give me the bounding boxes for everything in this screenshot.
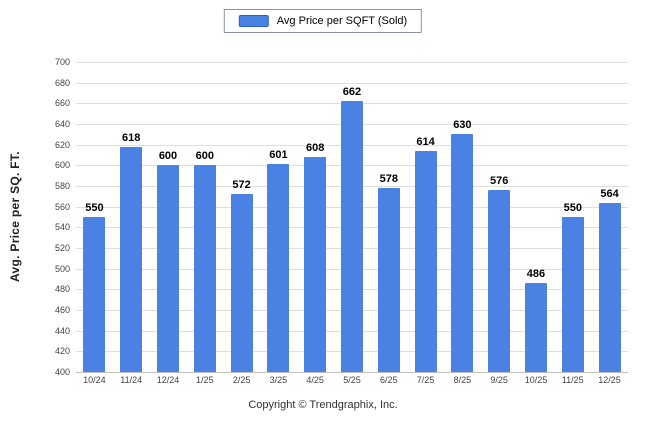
bar-value-label: 564 [600, 187, 619, 200]
bar-value-label: 550 [563, 202, 582, 214]
bar-slot: 662 [334, 62, 371, 372]
bar [267, 164, 290, 372]
x-tick-label: 9/25 [490, 375, 508, 385]
bar-slot: 550 [76, 62, 113, 372]
bar [304, 157, 327, 372]
bar-value-label: 550 [85, 202, 104, 214]
bar-value-label: 600 [158, 150, 178, 163]
gridline [76, 372, 628, 373]
bar-slot: 601 [260, 62, 297, 372]
bar [488, 190, 511, 372]
x-tick-label: 10/25 [524, 375, 548, 385]
y-tick-label: 500 [54, 263, 70, 274]
bar-value-label: 486 [526, 268, 546, 281]
bar-value-label: 630 [453, 119, 472, 132]
bar-slot: 630 [444, 62, 481, 372]
gridline [76, 62, 628, 63]
gridline [76, 82, 628, 84]
y-tick-label: 560 [54, 201, 70, 212]
x-tick-label: 12/25 [598, 375, 621, 385]
x-tick-label: 8/25 [453, 375, 472, 385]
bar [414, 150, 437, 372]
legend-label: Avg Price per SQFT (Sold) [276, 15, 408, 27]
bar-value-label: 576 [489, 175, 509, 188]
bar-value-label: 662 [342, 86, 362, 99]
bar-slot: 578 [370, 62, 407, 372]
y-tick-label: 540 [54, 222, 70, 233]
y-tick-label: 580 [54, 181, 70, 191]
bar-slot: 618 [113, 62, 150, 372]
bar [598, 202, 621, 372]
y-tick-label: 600 [54, 160, 70, 171]
y-tick-label: 460 [54, 305, 70, 315]
bar [156, 165, 179, 372]
x-tick-label: 11/25 [561, 375, 584, 385]
bar-value-label: 614 [416, 135, 435, 148]
bar-slot: 572 [223, 62, 260, 372]
bar [120, 146, 143, 372]
bar [340, 101, 363, 372]
y-tick-label: 620 [54, 139, 70, 150]
bar-value-label: 601 [269, 149, 288, 162]
legend-swatch-icon [238, 15, 269, 27]
bar-slot: 486 [518, 62, 555, 372]
y-axis-ticks: 700 680 660 640 620 600 580 560 540 520 500 480 460 4… [0, 57, 70, 377]
y-tick-label: 440 [54, 325, 70, 336]
y-tick-label: 680 [54, 77, 70, 88]
bar [561, 217, 584, 372]
bar [193, 165, 216, 372]
bar-slot: 550 [554, 62, 591, 372]
x-tick-label: 7/25 [416, 375, 435, 385]
x-axis-labels: 10/24 11/24 12/24 1/25 2/25 3/25 4/25 5/25 6/25 7… [76, 375, 628, 389]
bar-slot: 600 [186, 62, 223, 372]
x-tick-label: 4/25 [306, 375, 324, 385]
bar-value-label: 578 [379, 173, 398, 186]
y-tick-label: 420 [54, 346, 70, 357]
bar [377, 188, 400, 372]
x-tick-label: 5/25 [343, 375, 361, 385]
y-tick-label: 640 [54, 119, 70, 129]
plot-area: 550 618 600 600 572 601 608 662 578 614 630 576 486 5… [76, 62, 628, 373]
bar-value-label: 608 [306, 142, 325, 155]
x-tick-label: 2/25 [232, 375, 251, 385]
x-tick-label: 12/24 [156, 375, 180, 385]
x-tick-label: 3/25 [269, 375, 288, 385]
bar [451, 134, 474, 372]
bars: 550 618 600 600 572 601 608 662 578 614 630 576 486 5… [76, 62, 628, 372]
x-tick-label: 1/25 [196, 375, 214, 385]
x-tick-label: 10/24 [83, 375, 106, 385]
bar [230, 194, 253, 372]
bar-slot: 576 [481, 62, 518, 372]
bar [83, 217, 106, 372]
legend: Avg Price per SQFT (Sold) [223, 9, 423, 33]
bar-value-label: 618 [122, 131, 141, 144]
bar-value-label: 572 [232, 179, 251, 192]
y-tick-label: 520 [54, 243, 70, 253]
bar-value-label: 600 [195, 150, 214, 163]
bar-slot: 600 [150, 62, 187, 372]
x-tick-label: 6/25 [380, 375, 398, 385]
y-tick-label: 700 [54, 57, 70, 67]
y-tick-label: 400 [54, 367, 70, 377]
bar [524, 283, 547, 372]
x-tick-label: 11/24 [120, 375, 143, 385]
y-tick-label: 660 [54, 98, 70, 109]
y-tick-label: 480 [54, 284, 70, 295]
bar-slot: 614 [407, 62, 444, 372]
bar-slot: 608 [297, 62, 334, 372]
bar-slot: 564 [591, 62, 628, 372]
copyright-text: Copyright © Trendgraphix, Inc. [248, 399, 398, 411]
